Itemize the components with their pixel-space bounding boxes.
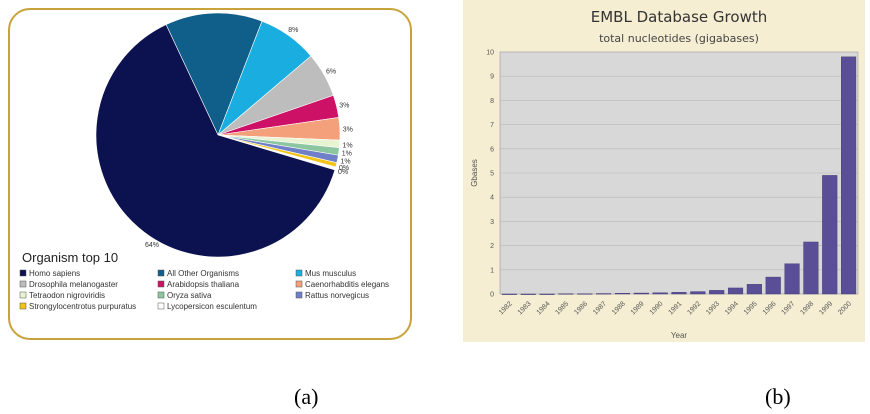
bar-1984: [539, 293, 555, 295]
x-tick-label: 1998: [799, 300, 815, 316]
pie-slice-label: 3%: [343, 126, 353, 133]
bar-1985: [558, 293, 574, 295]
legend-entry: Caenorhabditis elegans: [305, 280, 389, 289]
legend-swatch: [157, 280, 165, 288]
pie-slice-all-other-organisms: [165, 12, 263, 136]
bar-chart: EMBL Database Growth total nucleotides (g…: [470, 8, 859, 340]
x-tick-label: 1986: [573, 300, 589, 316]
x-tick-label: 1993: [705, 300, 721, 316]
bar-1989: [633, 292, 649, 295]
x-tick-label: 1987: [592, 300, 608, 316]
bar-1996: [765, 276, 781, 295]
bar-subtitle: total nucleotides (gigabases): [599, 32, 759, 45]
y-tick-label: 10: [486, 50, 494, 57]
y-axis-label: Gbases: [470, 159, 479, 187]
pie-slice-label: 3%: [339, 102, 349, 109]
pie-chart: 13%8%6%3%3%1%1%1%0%0%64%Organism top 10H…: [19, 10, 389, 311]
legend-entry: Lycopersicon esculentum: [167, 302, 257, 311]
legend-swatch: [295, 291, 303, 299]
legend-swatch: [157, 291, 165, 299]
legend-swatch: [295, 280, 303, 288]
bar-1986: [577, 293, 593, 295]
x-tick-label: 1997: [781, 300, 797, 316]
bar-1992: [690, 291, 706, 295]
legend-swatch: [19, 269, 27, 277]
bar-1991: [671, 292, 687, 295]
bar-title: EMBL Database Growth: [591, 8, 767, 26]
bar-1982: [501, 293, 517, 295]
legend-entry: Mus musculus: [305, 269, 356, 278]
bar-1993: [709, 290, 725, 295]
y-tick-label: 6: [490, 146, 494, 153]
y-tick-label: 3: [490, 219, 494, 226]
y-tick-label: 1: [490, 267, 494, 274]
pie-slice-label: 8%: [288, 27, 298, 34]
pie-slice-homo-sapiens: [95, 24, 336, 258]
pie-slice-label: 0%: [338, 169, 348, 176]
bar-1998: [803, 241, 819, 295]
legend-entry: Tetraodon nigroviridis: [29, 291, 105, 300]
x-axis-label: Year: [671, 331, 688, 340]
legend-entry: Strongylocentrotus purpuratus: [29, 302, 136, 311]
pie-slice-label: 6%: [326, 69, 336, 76]
bar-1994: [727, 287, 744, 295]
y-tick-label: 8: [490, 98, 494, 105]
x-tick-label: 1992: [686, 300, 702, 316]
legend-entry: Arabidopsis thaliana: [167, 280, 240, 289]
y-tick-label: 9: [490, 74, 494, 81]
legend-swatch: [157, 302, 165, 310]
pie-slice-label: 1%: [340, 159, 350, 166]
y-tick-label: 5: [490, 171, 494, 178]
legend-entry: Homo sapiens: [29, 269, 80, 278]
x-tick-label: 1990: [649, 300, 665, 316]
bar-1988: [614, 293, 631, 295]
bar-1983: [520, 293, 536, 295]
legend-swatch: [19, 280, 27, 288]
pie-title: Organism top 10: [22, 250, 118, 265]
legend-entry: Oryza sativa: [167, 291, 212, 300]
legend-swatch: [295, 269, 303, 277]
x-tick-label: 1991: [667, 300, 683, 316]
x-tick-label: 1999: [818, 300, 834, 316]
x-tick-label: 1985: [554, 300, 570, 316]
bar-chart-panel: EMBL Database Growth total nucleotides (g…: [463, 0, 865, 342]
bar-1997: [784, 263, 800, 295]
bar-1995: [746, 284, 762, 295]
caption-b: (b): [765, 384, 791, 409]
legend-entry: Drosophila melanogaster: [29, 280, 118, 289]
x-tick-label: 2000: [837, 300, 853, 316]
x-tick-label: 1983: [517, 300, 533, 316]
pie-slice-label: 64%: [145, 242, 159, 249]
legend-swatch: [157, 269, 165, 277]
x-tick-label: 1994: [724, 300, 740, 316]
bar-1987: [596, 293, 612, 295]
y-tick-label: 4: [490, 195, 494, 202]
x-tick-label: 1984: [536, 300, 552, 316]
legend-entry: All Other Organisms: [167, 269, 239, 278]
pie-chart-panel: 13%8%6%3%3%1%1%1%0%0%64%Organism top 10H…: [8, 8, 412, 340]
legend-swatch: [19, 291, 27, 299]
y-tick-label: 7: [490, 122, 494, 129]
x-tick-label: 1995: [743, 300, 759, 316]
caption-a: (a): [294, 384, 319, 409]
y-tick-label: 0: [490, 292, 494, 299]
bar-1990: [652, 292, 668, 295]
x-tick-label: 1989: [630, 300, 646, 316]
legend-entry: Rattus norvegicus: [305, 291, 369, 300]
y-tick-label: 2: [490, 243, 494, 250]
x-tick-label: 1982: [498, 300, 514, 316]
pie-slice-label: 1%: [342, 151, 352, 158]
legend-swatch: [19, 302, 27, 310]
bar-2000: [841, 56, 857, 295]
x-tick-label: 1988: [611, 300, 627, 316]
x-tick-label: 1996: [762, 300, 778, 316]
pie-slice-label: 0%: [339, 165, 349, 172]
bar-1999: [822, 175, 838, 295]
pie-slice-label: 1%: [343, 143, 353, 150]
